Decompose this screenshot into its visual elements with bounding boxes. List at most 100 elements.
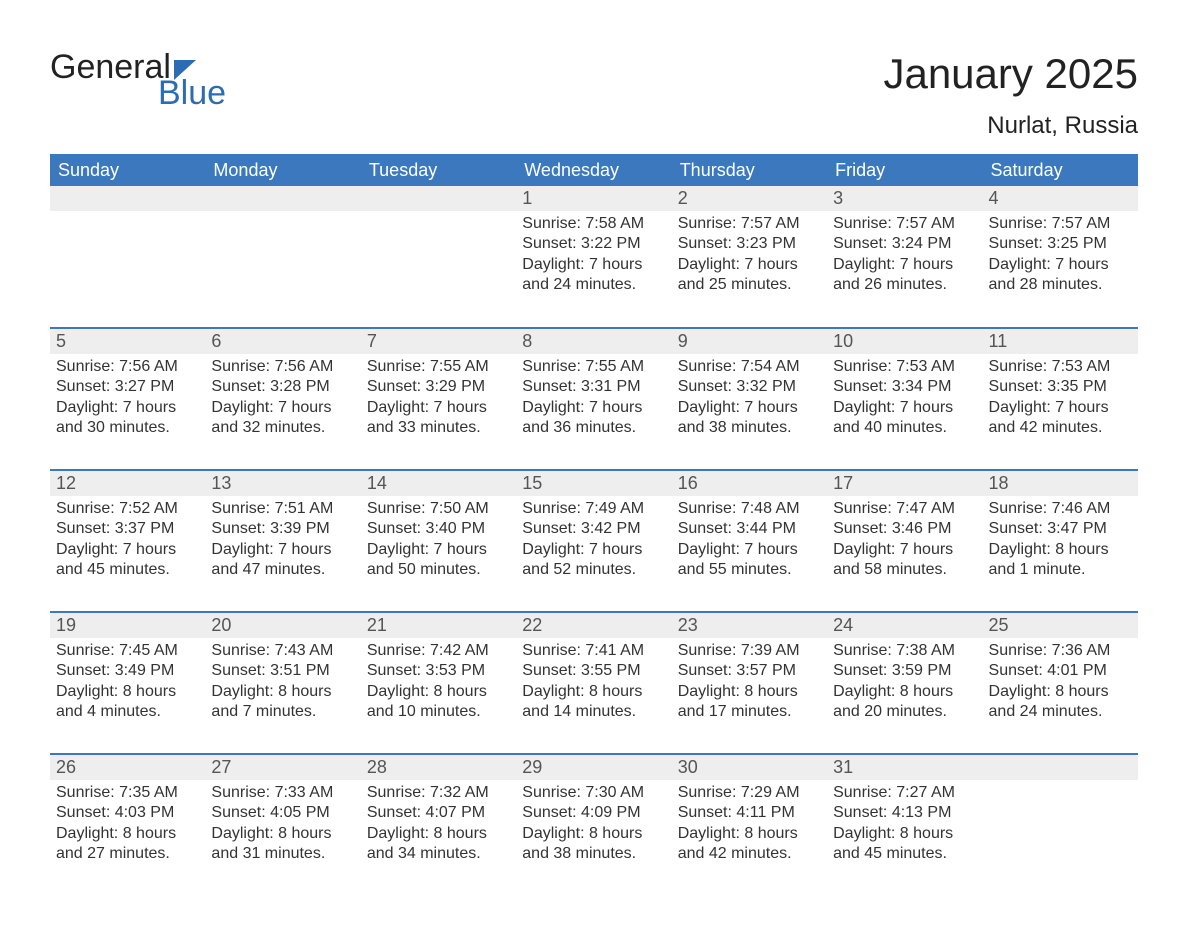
- sunrise-text: Sunrise: 7:53 AM: [833, 357, 976, 377]
- day-details: Sunrise: 7:50 AMSunset: 3:40 PMDaylight:…: [361, 496, 516, 585]
- day-number: 28: [361, 755, 516, 780]
- calendar-day-cell: [50, 186, 205, 328]
- calendar-day-cell: 26Sunrise: 7:35 AMSunset: 4:03 PMDayligh…: [50, 754, 205, 896]
- sunrise-text: Sunrise: 7:56 AM: [56, 357, 199, 377]
- day-details: Sunrise: 7:54 AMSunset: 3:32 PMDaylight:…: [672, 354, 827, 443]
- day-details: [205, 211, 360, 218]
- day-number: 4: [983, 186, 1138, 211]
- sunset-text: Sunset: 3:34 PM: [833, 377, 976, 397]
- day-details: Sunrise: 7:39 AMSunset: 3:57 PMDaylight:…: [672, 638, 827, 727]
- calendar-day-cell: 1Sunrise: 7:58 AMSunset: 3:22 PMDaylight…: [516, 186, 671, 328]
- calendar-day-cell: 25Sunrise: 7:36 AMSunset: 4:01 PMDayligh…: [983, 612, 1138, 754]
- day-details: Sunrise: 7:29 AMSunset: 4:11 PMDaylight:…: [672, 780, 827, 869]
- day-details: Sunrise: 7:57 AMSunset: 3:24 PMDaylight:…: [827, 211, 982, 300]
- daylight-text: Daylight: 8 hours and 7 minutes.: [211, 682, 354, 723]
- sunrise-text: Sunrise: 7:29 AM: [678, 783, 821, 803]
- sunset-text: Sunset: 3:39 PM: [211, 519, 354, 539]
- day-details: Sunrise: 7:53 AMSunset: 3:35 PMDaylight:…: [983, 354, 1138, 443]
- sunrise-text: Sunrise: 7:39 AM: [678, 641, 821, 661]
- calendar-day-cell: 16 Sunrise: 7:48 AMSunset: 3:44 PMDayligh…: [672, 470, 827, 612]
- page: General Blue January 2025 Nurlat, Russia…: [0, 0, 1188, 936]
- calendar-day-cell: 9Sunrise: 7:54 AMSunset: 3:32 PMDaylight…: [672, 328, 827, 470]
- logo-word-2: Blue: [158, 76, 226, 110]
- sunrise-text: Sunrise: 7:36 AM: [989, 641, 1132, 661]
- daylight-text: Daylight: 7 hours and 55 minutes.: [678, 540, 821, 581]
- sunset-text: Sunset: 4:07 PM: [367, 803, 510, 823]
- sunrise-text: Sunrise: 7:35 AM: [56, 783, 199, 803]
- day-number: 16: [672, 471, 827, 496]
- logo: General Blue: [50, 50, 226, 110]
- daylight-text: Daylight: 7 hours and 26 minutes.: [833, 255, 976, 296]
- sunset-text: Sunset: 4:09 PM: [522, 803, 665, 823]
- sunset-text: Sunset: 3:47 PM: [989, 519, 1132, 539]
- calendar-week-row: 1Sunrise: 7:58 AMSunset: 3:22 PMDaylight…: [50, 186, 1138, 328]
- calendar-day-cell: 20Sunrise: 7:43 AMSunset: 3:51 PMDayligh…: [205, 612, 360, 754]
- day-number: 13: [205, 471, 360, 496]
- daylight-text: Daylight: 7 hours and 58 minutes.: [833, 540, 976, 581]
- sunrise-text: Sunrise: 7:42 AM: [367, 641, 510, 661]
- calendar-day-cell: [983, 754, 1138, 896]
- calendar-day-cell: 2Sunrise: 7:57 AMSunset: 3:23 PMDaylight…: [672, 186, 827, 328]
- sunrise-text: Sunrise: 7:51 AM: [211, 499, 354, 519]
- calendar-day-cell: 4Sunrise: 7:57 AMSunset: 3:25 PMDaylight…: [983, 186, 1138, 328]
- day-number: 9: [672, 329, 827, 354]
- daylight-text: Daylight: 7 hours and 52 minutes.: [522, 540, 665, 581]
- sunset-text: Sunset: 3:44 PM: [678, 519, 821, 539]
- sunrise-text: Sunrise: 7:30 AM: [522, 783, 665, 803]
- day-details: Sunrise: 7:30 AMSunset: 4:09 PMDaylight:…: [516, 780, 671, 869]
- day-number: 7: [361, 329, 516, 354]
- calendar-day-cell: 22Sunrise: 7:41 AMSunset: 3:55 PMDayligh…: [516, 612, 671, 754]
- calendar-day-cell: 23Sunrise: 7:39 AMSunset: 3:57 PMDayligh…: [672, 612, 827, 754]
- calendar-day-cell: 27Sunrise: 7:33 AMSunset: 4:05 PMDayligh…: [205, 754, 360, 896]
- day-number: 14: [361, 471, 516, 496]
- sunset-text: Sunset: 3:27 PM: [56, 377, 199, 397]
- day-number: 20: [205, 613, 360, 638]
- calendar-day-cell: 30Sunrise: 7:29 AMSunset: 4:11 PMDayligh…: [672, 754, 827, 896]
- sunset-text: Sunset: 3:28 PM: [211, 377, 354, 397]
- logo-word-1: General: [50, 50, 171, 84]
- day-number: 3: [827, 186, 982, 211]
- day-number: 10: [827, 329, 982, 354]
- sunset-text: Sunset: 4:13 PM: [833, 803, 976, 823]
- calendar-table: Sunday Monday Tuesday Wednesday Thursday…: [50, 154, 1138, 896]
- day-number: 23: [672, 613, 827, 638]
- calendar-day-cell: 10 Sunrise: 7:53 AMSunset: 3:34 PMDayligh…: [827, 328, 982, 470]
- daylight-text: Daylight: 7 hours and 38 minutes.: [678, 398, 821, 439]
- sunrise-text: Sunrise: 7:54 AM: [678, 357, 821, 377]
- day-header: Saturday: [983, 155, 1138, 187]
- day-details: Sunrise: 7:52 AMSunset: 3:37 PMDaylight:…: [50, 496, 205, 585]
- calendar-week-row: 26Sunrise: 7:35 AMSunset: 4:03 PMDayligh…: [50, 754, 1138, 896]
- sunrise-text: Sunrise: 7:55 AM: [522, 357, 665, 377]
- daylight-text: Daylight: 7 hours and 42 minutes.: [989, 398, 1132, 439]
- day-number: 5: [50, 329, 205, 354]
- calendar-day-cell: 17Sunrise: 7:47 AMSunset: 3:46 PMDayligh…: [827, 470, 982, 612]
- calendar-day-cell: [361, 186, 516, 328]
- sunrise-text: Sunrise: 7:48 AM: [678, 499, 821, 519]
- sunrise-text: Sunrise: 7:53 AM: [989, 357, 1132, 377]
- daylight-text: Daylight: 8 hours and 14 minutes.: [522, 682, 665, 723]
- daylight-text: Daylight: 7 hours and 40 minutes.: [833, 398, 976, 439]
- day-header: Thursday: [672, 155, 827, 187]
- day-header: Tuesday: [361, 155, 516, 187]
- daylight-text: Daylight: 8 hours and 38 minutes.: [522, 824, 665, 865]
- day-number: [205, 186, 360, 211]
- calendar-day-cell: 11Sunrise: 7:53 AMSunset: 3:35 PMDayligh…: [983, 328, 1138, 470]
- sunset-text: Sunset: 3:29 PM: [367, 377, 510, 397]
- calendar-day-cell: 3Sunrise: 7:57 AMSunset: 3:24 PMDaylight…: [827, 186, 982, 328]
- calendar-day-cell: 31Sunrise: 7:27 AMSunset: 4:13 PMDayligh…: [827, 754, 982, 896]
- sunrise-text: Sunrise: 7:57 AM: [989, 214, 1132, 234]
- sunrise-text: Sunrise: 7:47 AM: [833, 499, 976, 519]
- calendar-day-cell: 12Sunrise: 7:52 AMSunset: 3:37 PMDayligh…: [50, 470, 205, 612]
- calendar-day-cell: 29Sunrise: 7:30 AMSunset: 4:09 PMDayligh…: [516, 754, 671, 896]
- daylight-text: Daylight: 8 hours and 20 minutes.: [833, 682, 976, 723]
- sunrise-text: Sunrise: 7:33 AM: [211, 783, 354, 803]
- day-number: 21: [361, 613, 516, 638]
- day-number: 27: [205, 755, 360, 780]
- calendar-day-cell: 7Sunrise: 7:55 AMSunset: 3:29 PMDaylight…: [361, 328, 516, 470]
- day-details: Sunrise: 7:38 AMSunset: 3:59 PMDaylight:…: [827, 638, 982, 727]
- calendar-day-cell: 13Sunrise: 7:51 AMSunset: 3:39 PMDayligh…: [205, 470, 360, 612]
- sunrise-text: Sunrise: 7:55 AM: [367, 357, 510, 377]
- calendar-day-cell: 28Sunrise: 7:32 AMSunset: 4:07 PMDayligh…: [361, 754, 516, 896]
- sunset-text: Sunset: 3:46 PM: [833, 519, 976, 539]
- sunset-text: Sunset: 3:35 PM: [989, 377, 1132, 397]
